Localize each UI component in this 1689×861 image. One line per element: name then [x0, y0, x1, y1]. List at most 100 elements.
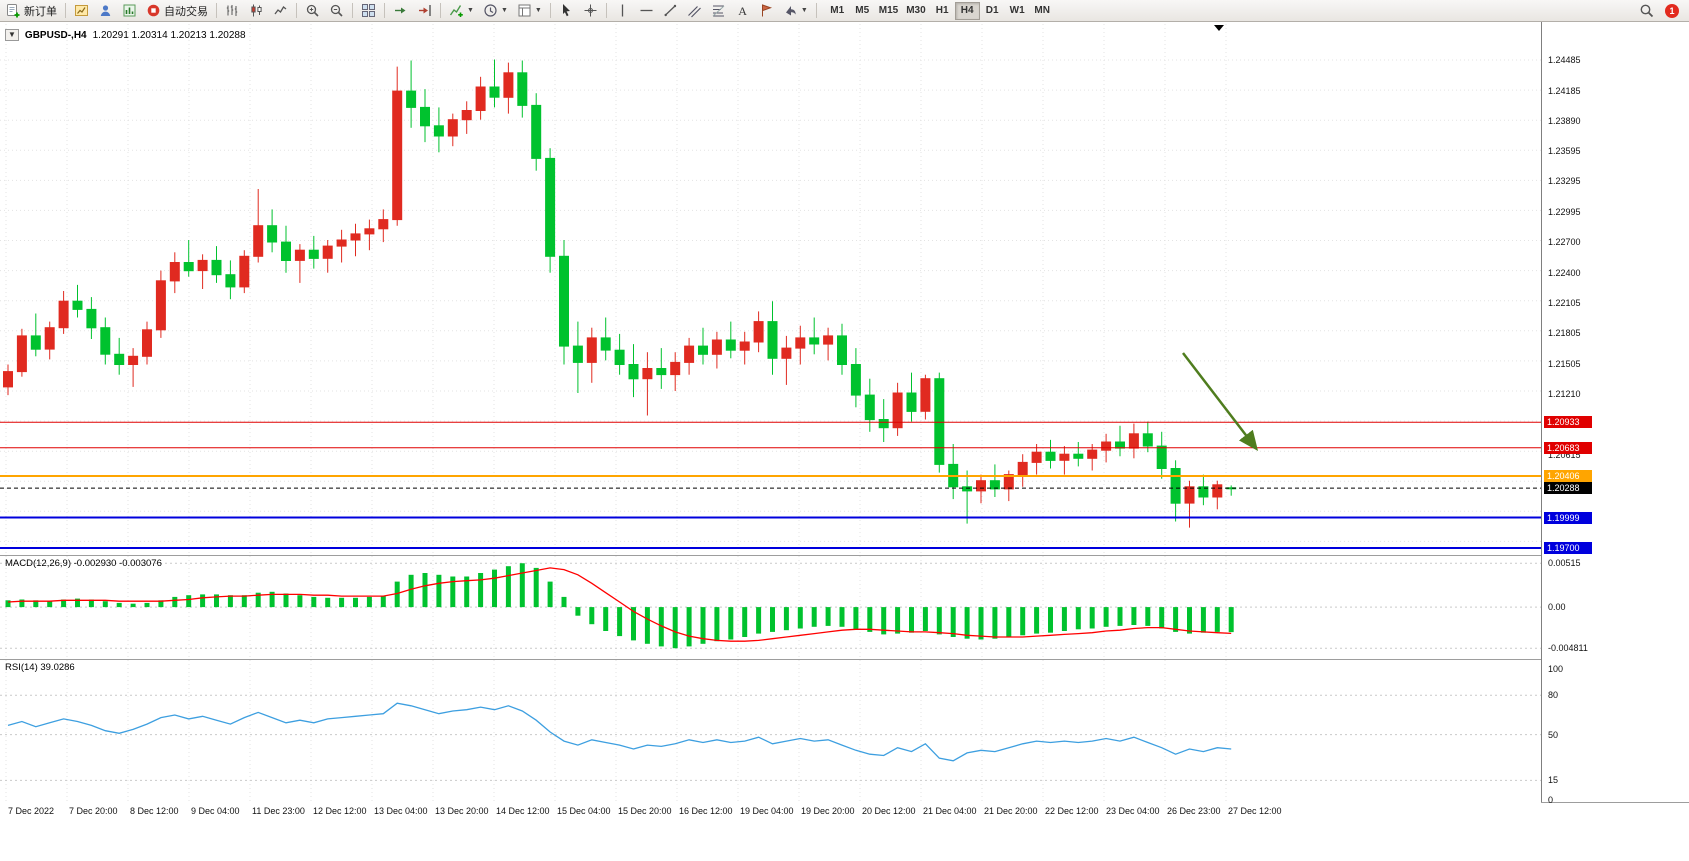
time-tick-label: 19 Dec 04:00	[740, 806, 794, 816]
timeframe-M5[interactable]: M5	[850, 2, 875, 20]
channel-button[interactable]	[683, 1, 706, 21]
trendline-button[interactable]	[659, 1, 682, 21]
price-badge-1.19999: 1.19999	[1544, 511, 1592, 524]
timeframe-W1[interactable]: W1	[1005, 2, 1030, 20]
zoom-in-button[interactable]	[301, 1, 324, 21]
timeframe-MN[interactable]: MN	[1030, 2, 1055, 20]
crosshair-icon	[583, 3, 598, 18]
auto-scroll-icon	[393, 3, 408, 18]
price-tick-label: 1.20615	[1548, 449, 1581, 460]
rsi-tick-label: 100	[1548, 664, 1564, 675]
price-tick-label: 1.22400	[1548, 267, 1581, 278]
zoom-in-icon	[305, 3, 320, 18]
separator	[352, 3, 353, 18]
market-watch-button[interactable]	[118, 1, 141, 21]
templates-button[interactable]: ▼	[513, 1, 546, 21]
price-badge-1.20288: 1.20288	[1544, 482, 1592, 495]
profiles-button[interactable]	[94, 1, 117, 21]
fibonacci-button[interactable]	[707, 1, 730, 21]
timeframe-M1[interactable]: M1	[825, 2, 850, 20]
rsi-tick-label: 80	[1548, 690, 1559, 701]
price-axis[interactable]: 1.24485 1.24185 1.23890 1.23595 1.23295 1.229…	[1542, 22, 1689, 805]
timeframe-H1[interactable]: H1	[930, 2, 955, 20]
main-chart-pane[interactable]	[0, 24, 1541, 556]
pane-separator[interactable]	[0, 659, 1689, 660]
price-badge-1.20406: 1.20406	[1544, 470, 1592, 483]
tile-windows-button[interactable]	[357, 1, 380, 21]
line-chart-button[interactable]	[269, 1, 292, 21]
time-axis[interactable]: 7 Dec 2022 7 Dec 20:00 8 Dec 12:00 9 Dec 04…	[0, 802, 1541, 822]
indicators-button[interactable]: ▼	[445, 1, 478, 21]
price-tick-label: 1.22995	[1548, 206, 1581, 217]
horizontal-line-icon	[639, 3, 654, 18]
indicators-icon	[449, 3, 464, 18]
chart-window: ▼ GBPUSD-,H4 1.20291 1.20314 1.20213 1.2…	[0, 22, 1689, 822]
price-tick-label: 1.23295	[1548, 176, 1581, 187]
chart-shift-marker[interactable]	[1214, 25, 1224, 31]
candles-series[interactable]	[3, 59, 1237, 528]
candlestick-chart-button[interactable]	[245, 1, 268, 21]
separator	[65, 3, 66, 18]
horizontal-line-button[interactable]	[635, 1, 658, 21]
price-tick-label: 1.22105	[1548, 297, 1581, 308]
chevron-down-icon: ▼	[467, 7, 474, 14]
search-button[interactable]	[1635, 1, 1658, 21]
periods-button[interactable]: ▼	[479, 1, 512, 21]
toolbar-right: 1	[1635, 1, 1687, 21]
time-tick-label: 11 Dec 23:00	[252, 806, 305, 816]
time-tick-label: 13 Dec 20:00	[435, 806, 489, 816]
separator	[384, 3, 385, 18]
toolbar: 新订单 自动交易	[0, 0, 1689, 22]
auto-scroll-button[interactable]	[389, 1, 412, 21]
trend-arrow[interactable]	[1182, 352, 1259, 451]
time-tick-label: 16 Dec 12:00	[679, 806, 733, 816]
zoom-out-icon	[329, 3, 344, 18]
crosshair-button[interactable]	[579, 1, 602, 21]
price-tick-label: 1.24485	[1548, 55, 1581, 65]
macd-tick-label: -0.004811	[1548, 643, 1588, 654]
one-click-trading-toggle[interactable]: ▼	[5, 29, 19, 41]
chart-shift-button[interactable]	[413, 1, 436, 21]
line-chart-icon	[273, 3, 288, 18]
timeframe-M30[interactable]: M30	[902, 2, 929, 20]
separator	[815, 3, 817, 18]
text-icon: A	[735, 3, 750, 18]
autotrading-button[interactable]: 自动交易	[142, 1, 212, 21]
chevron-down-icon: ▼	[500, 7, 508, 14]
bar-chart-button[interactable]	[221, 1, 244, 21]
cursor-button[interactable]	[555, 1, 578, 21]
label-button[interactable]	[755, 1, 778, 21]
timeframe-H4[interactable]: H4	[954, 1, 980, 20]
text-button[interactable]: A	[731, 1, 754, 21]
new-order-button[interactable]: 新订单	[2, 1, 61, 21]
timeframe-M15[interactable]: M15	[875, 2, 902, 20]
price-tick-label: 1.21805	[1548, 328, 1581, 339]
chevron-down-icon: ▼	[534, 7, 542, 14]
pane-separator[interactable]	[0, 555, 1689, 556]
macd-signal-line	[7, 567, 1232, 642]
ohlc-values: 1.20291 1.20314 1.20213 1.20288	[92, 29, 246, 41]
ohlc-readout: ▼ GBPUSD-,H4 1.20291 1.20314 1.20213 1.2…	[5, 29, 246, 41]
rsi-tick-label: 50	[1548, 729, 1559, 740]
chart-shift-icon	[417, 3, 432, 18]
arrow-shape-icon	[783, 3, 798, 18]
arrows-button[interactable]: ▼	[779, 1, 812, 21]
new-order-icon	[6, 3, 21, 18]
price-tick-label: 1.21210	[1548, 389, 1581, 400]
vertical-line-button[interactable]	[611, 1, 634, 21]
separator	[549, 3, 551, 18]
notification-badge[interactable]: 1	[1665, 3, 1679, 18]
time-tick-label: 15 Dec 20:00	[618, 806, 672, 816]
timeframe-D1[interactable]: D1	[980, 2, 1005, 20]
price-badge-1.19700: 1.19700	[1544, 542, 1592, 555]
macd-label: MACD(12,26,9) -0.002930 -0.003076	[5, 558, 162, 569]
fibonacci-icon	[711, 3, 726, 18]
time-tick-label: 15 Dec 04:00	[557, 806, 611, 816]
rsi-pane[interactable]	[0, 660, 1541, 802]
zoom-out-button[interactable]	[325, 1, 348, 21]
new-chart-button[interactable]	[70, 1, 93, 21]
time-tick-label: 9 Dec 04:00	[191, 806, 240, 816]
svg-text:A: A	[738, 4, 747, 18]
macd-pane[interactable]	[0, 556, 1541, 660]
